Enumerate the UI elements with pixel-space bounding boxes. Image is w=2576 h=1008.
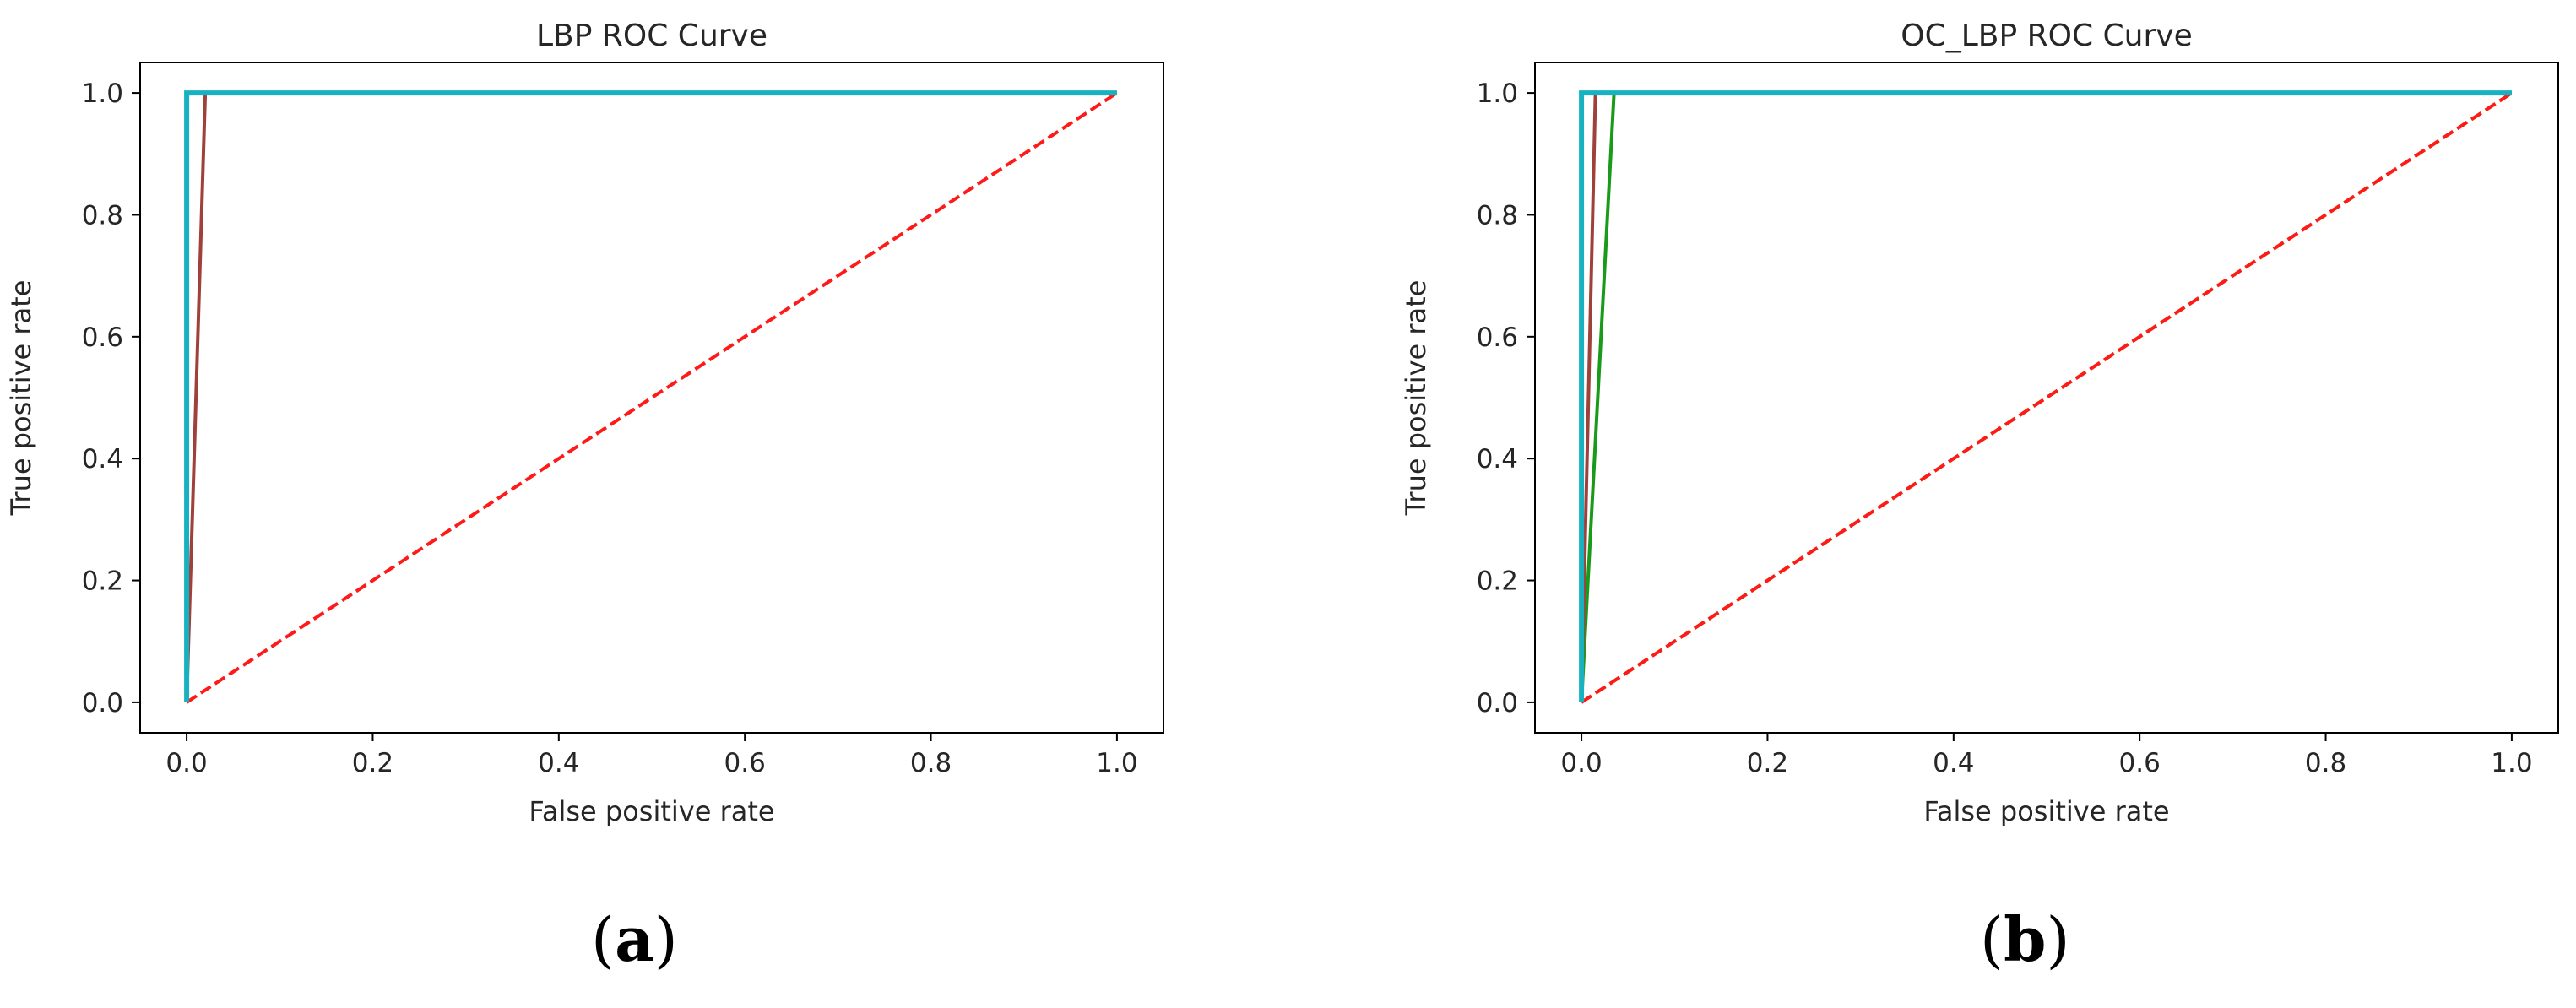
x-tick-label: 0.2: [1747, 748, 1788, 778]
y-tick-label: 0.6: [1477, 322, 1518, 353]
series-line-3: [1580, 91, 2512, 702]
panel-label-b-letter: b: [2004, 903, 2047, 975]
x-axis-label: False positive rate: [1923, 795, 2169, 827]
panel-label-b-open: (: [1980, 904, 2004, 975]
panel-label-b: (b): [1980, 903, 2070, 975]
series-line-0: [185, 91, 1119, 704]
x-tick-label: 0.8: [2305, 748, 2346, 778]
y-tick-label: 0.4: [1477, 444, 1518, 474]
x-tick-label: 0.0: [165, 748, 207, 778]
y-tick-label: 0.0: [82, 688, 123, 718]
series-line-0: [1580, 91, 2514, 704]
x-tick-label: 0.4: [538, 748, 579, 778]
y-tick-label: 0.0: [1477, 688, 1518, 718]
y-tick-label: 0.6: [82, 322, 123, 353]
series-line-2: [1580, 91, 2512, 703]
chart-b: OC_LBP ROC Curve 0.0 0.2 0.4 0.6 0.8 1.0 0.0 0.2…: [1400, 19, 2559, 827]
plot-frame: [139, 62, 1164, 734]
chart-a: LBP ROC Curve 0.0 0.2 0.4 0.6 0.8 1.0 0.0 0.2 0.4…: [5, 19, 1164, 827]
panel-label-b-close: ): [2046, 904, 2070, 975]
series-line-1: [1580, 91, 2514, 704]
y-tick-label: 0.2: [1477, 566, 1518, 597]
x-tick-label: 0.0: [1560, 748, 1602, 778]
x-tick-label: 0.8: [910, 748, 952, 778]
x-tick-label: 0.2: [352, 748, 393, 778]
panel-label-a-close: ): [653, 904, 678, 975]
panel-label-a-letter: a: [615, 903, 654, 975]
series-line-2: [184, 90, 1117, 702]
y-tick-label: 1.0: [82, 79, 123, 109]
y-axis-label: True positive rate: [1400, 280, 1432, 517]
panel-label-a: (a): [591, 903, 678, 975]
x-tick-label: 1.0: [2491, 748, 2532, 778]
chart-title: OC_LBP ROC Curve: [1901, 19, 2193, 53]
panel-label-a-open: (: [591, 904, 616, 975]
y-tick-label: 0.8: [82, 200, 123, 230]
y-tick-label: 0.2: [82, 566, 123, 597]
y-tick-label: 0.4: [82, 444, 123, 474]
x-tick-label: 0.4: [1933, 748, 1974, 778]
plot-frame: [1534, 62, 2559, 734]
y-axis-label: True positive rate: [5, 280, 37, 517]
chart-title: LBP ROC Curve: [536, 19, 767, 53]
y-tick-label: 1.0: [1477, 79, 1518, 109]
x-tick-label: 0.6: [724, 748, 766, 778]
x-axis-label: False positive rate: [529, 795, 774, 827]
series-line-1: [185, 91, 1117, 702]
x-tick-label: 1.0: [1096, 748, 1137, 778]
series-line-4: [1579, 90, 2512, 702]
x-tick-label: 0.6: [2119, 748, 2161, 778]
y-tick-label: 0.8: [1477, 200, 1518, 230]
